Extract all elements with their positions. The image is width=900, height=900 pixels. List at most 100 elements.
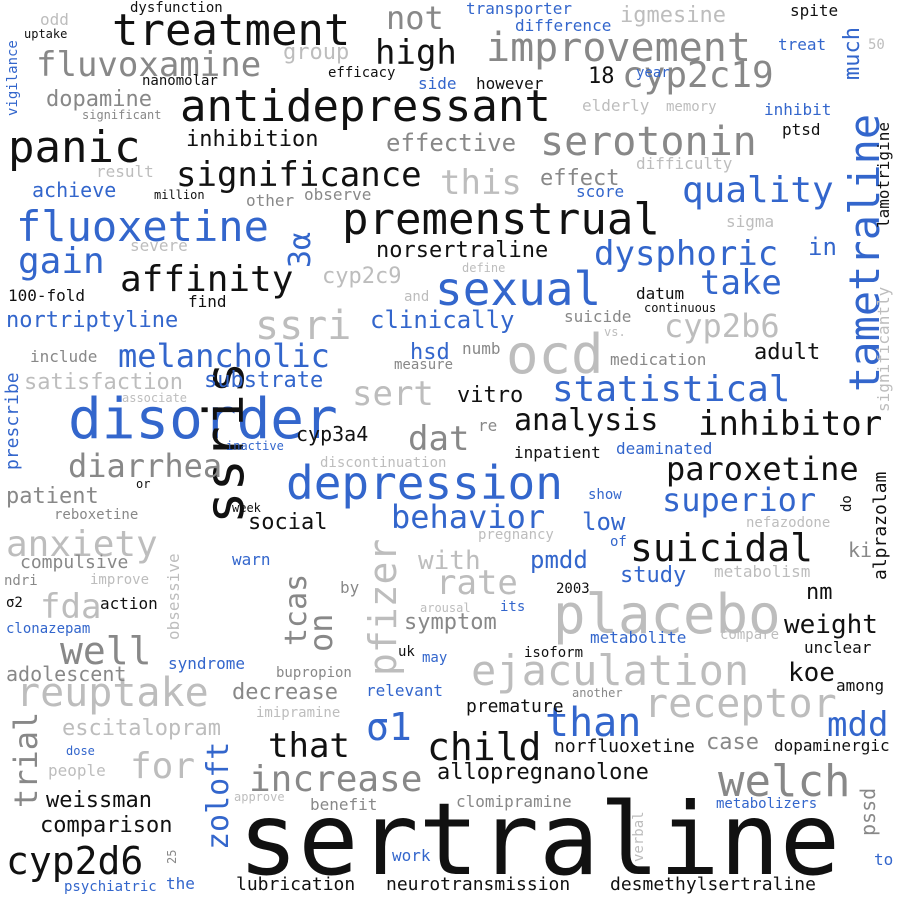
word-uptake: uptake xyxy=(24,27,68,41)
word-analysis: analysis xyxy=(514,403,659,438)
word-premenstrual: premenstrual xyxy=(342,194,660,245)
word-placebo: placebo xyxy=(553,583,781,646)
word-compulsive: compulsive xyxy=(20,552,129,573)
word-diarrhea: diarrhea xyxy=(68,447,223,485)
word-significance: significance xyxy=(176,155,422,195)
word-cyp2c19: cyp2c19 xyxy=(622,55,774,96)
word-however: however xyxy=(476,74,544,93)
word-social: social xyxy=(248,510,328,535)
word-measure: measure xyxy=(394,357,454,373)
word-sigma2: σ2 xyxy=(6,595,23,611)
word-dat: dat xyxy=(408,419,470,459)
word-effect: effect xyxy=(540,166,620,191)
word-inactive: inactive xyxy=(226,439,284,453)
word-imipramine: imipramine xyxy=(256,705,341,721)
word-ndri: ndri xyxy=(4,573,38,589)
word-norsertraline: norsertraline xyxy=(376,238,549,263)
word-spite: spite xyxy=(790,1,839,20)
word-satisfaction: satisfaction xyxy=(24,370,183,395)
word-adult: adult xyxy=(754,340,821,365)
word-paroxetine: paroxetine xyxy=(666,450,859,488)
word-cyp2b6: cyp2b6 xyxy=(664,307,780,345)
word-comparison: comparison xyxy=(40,813,173,838)
word-inpatient: inpatient xyxy=(514,443,601,462)
word-decrease: decrease xyxy=(232,680,338,705)
word-show: show xyxy=(588,487,622,503)
word-superior: superior xyxy=(662,481,817,519)
word-take: take xyxy=(700,263,782,303)
word-suicide: suicide xyxy=(564,307,632,326)
word-disorder: disorder xyxy=(68,387,338,452)
word-panic: panic xyxy=(8,122,141,173)
word-inhibit: inhibit xyxy=(764,100,832,119)
word-weissman: weissman xyxy=(46,788,152,813)
word-numb: numb xyxy=(462,339,501,358)
word-metabolism: metabolism xyxy=(714,562,811,581)
word-discontinuation: discontinuation xyxy=(320,455,447,471)
word-desmethylsertraline: desmethylsertraline xyxy=(610,874,816,895)
word-nortriptyline: nortriptyline xyxy=(6,308,179,333)
word-lubrication: lubrication xyxy=(236,874,356,895)
word-sigma1: σ1 xyxy=(366,705,412,749)
word-inhibition: inhibition xyxy=(186,127,319,152)
word-effective: effective xyxy=(386,129,517,157)
word-ocd: ocd xyxy=(506,323,604,386)
word-clonazepam: clonazepam xyxy=(6,621,91,637)
word-by: by xyxy=(340,578,360,597)
word-side: side xyxy=(418,74,457,93)
word-result: result xyxy=(96,162,154,181)
word-syndrome: syndrome xyxy=(168,654,246,673)
word-treatment: treatment xyxy=(112,5,351,56)
word-obsessive: obsessive xyxy=(164,553,183,640)
word-symptom: symptom xyxy=(404,610,497,635)
word-mdd: mdd xyxy=(827,705,889,745)
word-substrate: substrate xyxy=(204,368,324,393)
word-include: include xyxy=(30,347,98,366)
word-significant: significant xyxy=(82,108,162,122)
word-among: among xyxy=(836,676,885,695)
word-or: or xyxy=(136,477,151,491)
word-elderly: elderly xyxy=(582,96,650,115)
word-severe: severe xyxy=(130,236,188,255)
word-another: another xyxy=(572,686,623,700)
word-achieve: achieve xyxy=(32,178,117,202)
word-odd: odd xyxy=(40,10,69,29)
word-improve: improve xyxy=(90,572,150,588)
word-case: case xyxy=(706,730,759,755)
word-50: 50 xyxy=(868,37,885,53)
word-vitro: vitro xyxy=(457,383,524,408)
word-significantly: significantly xyxy=(874,286,893,412)
word-fluoxetine: fluoxetine xyxy=(16,202,269,251)
word-to: to xyxy=(874,850,894,869)
word-gain: gain xyxy=(18,241,105,282)
word-pregnancy: pregnancy xyxy=(478,527,554,543)
word-year: year xyxy=(636,65,670,81)
word-may: may xyxy=(422,650,448,666)
word-lamotrigine: lamotrigine xyxy=(874,122,893,228)
word-deaminated: deaminated xyxy=(616,439,713,458)
word-fda: fda xyxy=(40,587,102,627)
word-pfizer: pfizer xyxy=(361,538,405,676)
word-study: study xyxy=(620,563,687,588)
word-benefit: benefit xyxy=(310,795,378,814)
word-that: that xyxy=(268,726,350,766)
word-ki: ki xyxy=(848,538,873,562)
word-in: in xyxy=(808,233,837,261)
word-datum: datum xyxy=(636,284,685,303)
word-pmdd: pmdd xyxy=(530,546,588,574)
word-associate: associate xyxy=(122,391,188,405)
word-arousal: arousal xyxy=(420,601,471,615)
word-reuptake: reuptake xyxy=(16,670,209,716)
word-relevant: relevant xyxy=(366,681,444,700)
word-do: do xyxy=(839,495,855,512)
word-behavior: behavior xyxy=(391,498,546,536)
word-antidepressant: antidepressant xyxy=(180,81,551,132)
word-not: not xyxy=(386,0,444,37)
word-much: much xyxy=(840,27,865,80)
word-its: its xyxy=(500,599,526,615)
word-people: people xyxy=(48,761,106,780)
word-bupropion: bupropion xyxy=(276,665,352,681)
word-vs: vs. xyxy=(604,325,626,339)
word-prescribe: prescribe xyxy=(2,372,23,470)
